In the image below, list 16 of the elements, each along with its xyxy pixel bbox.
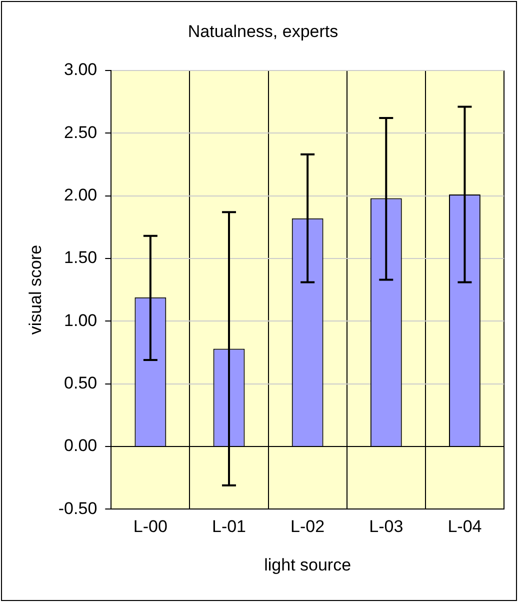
y-tick-label: 2.00 bbox=[64, 185, 98, 204]
y-axis-title: visual score bbox=[26, 244, 45, 335]
y-tick-label: 1.50 bbox=[64, 248, 98, 268]
y-tick-label: 0.00 bbox=[64, 436, 98, 456]
x-tick-label: L-04 bbox=[448, 517, 482, 536]
y-tick-label: -0.50 bbox=[58, 498, 98, 518]
x-axis-title: light source bbox=[264, 555, 352, 574]
chart-title: Natualness, experts bbox=[188, 22, 338, 41]
y-tick-label: 3.00 bbox=[64, 60, 98, 80]
x-tick-label: L-02 bbox=[290, 517, 325, 536]
x-tick-label: L-01 bbox=[212, 517, 246, 536]
y-tick-label: 2.50 bbox=[64, 122, 98, 142]
x-tick-label: L-03 bbox=[369, 517, 404, 536]
y-tick-label: 0.50 bbox=[64, 374, 98, 393]
y-tick-label: 1.00 bbox=[64, 310, 98, 330]
x-tick-label: L-00 bbox=[133, 517, 168, 536]
